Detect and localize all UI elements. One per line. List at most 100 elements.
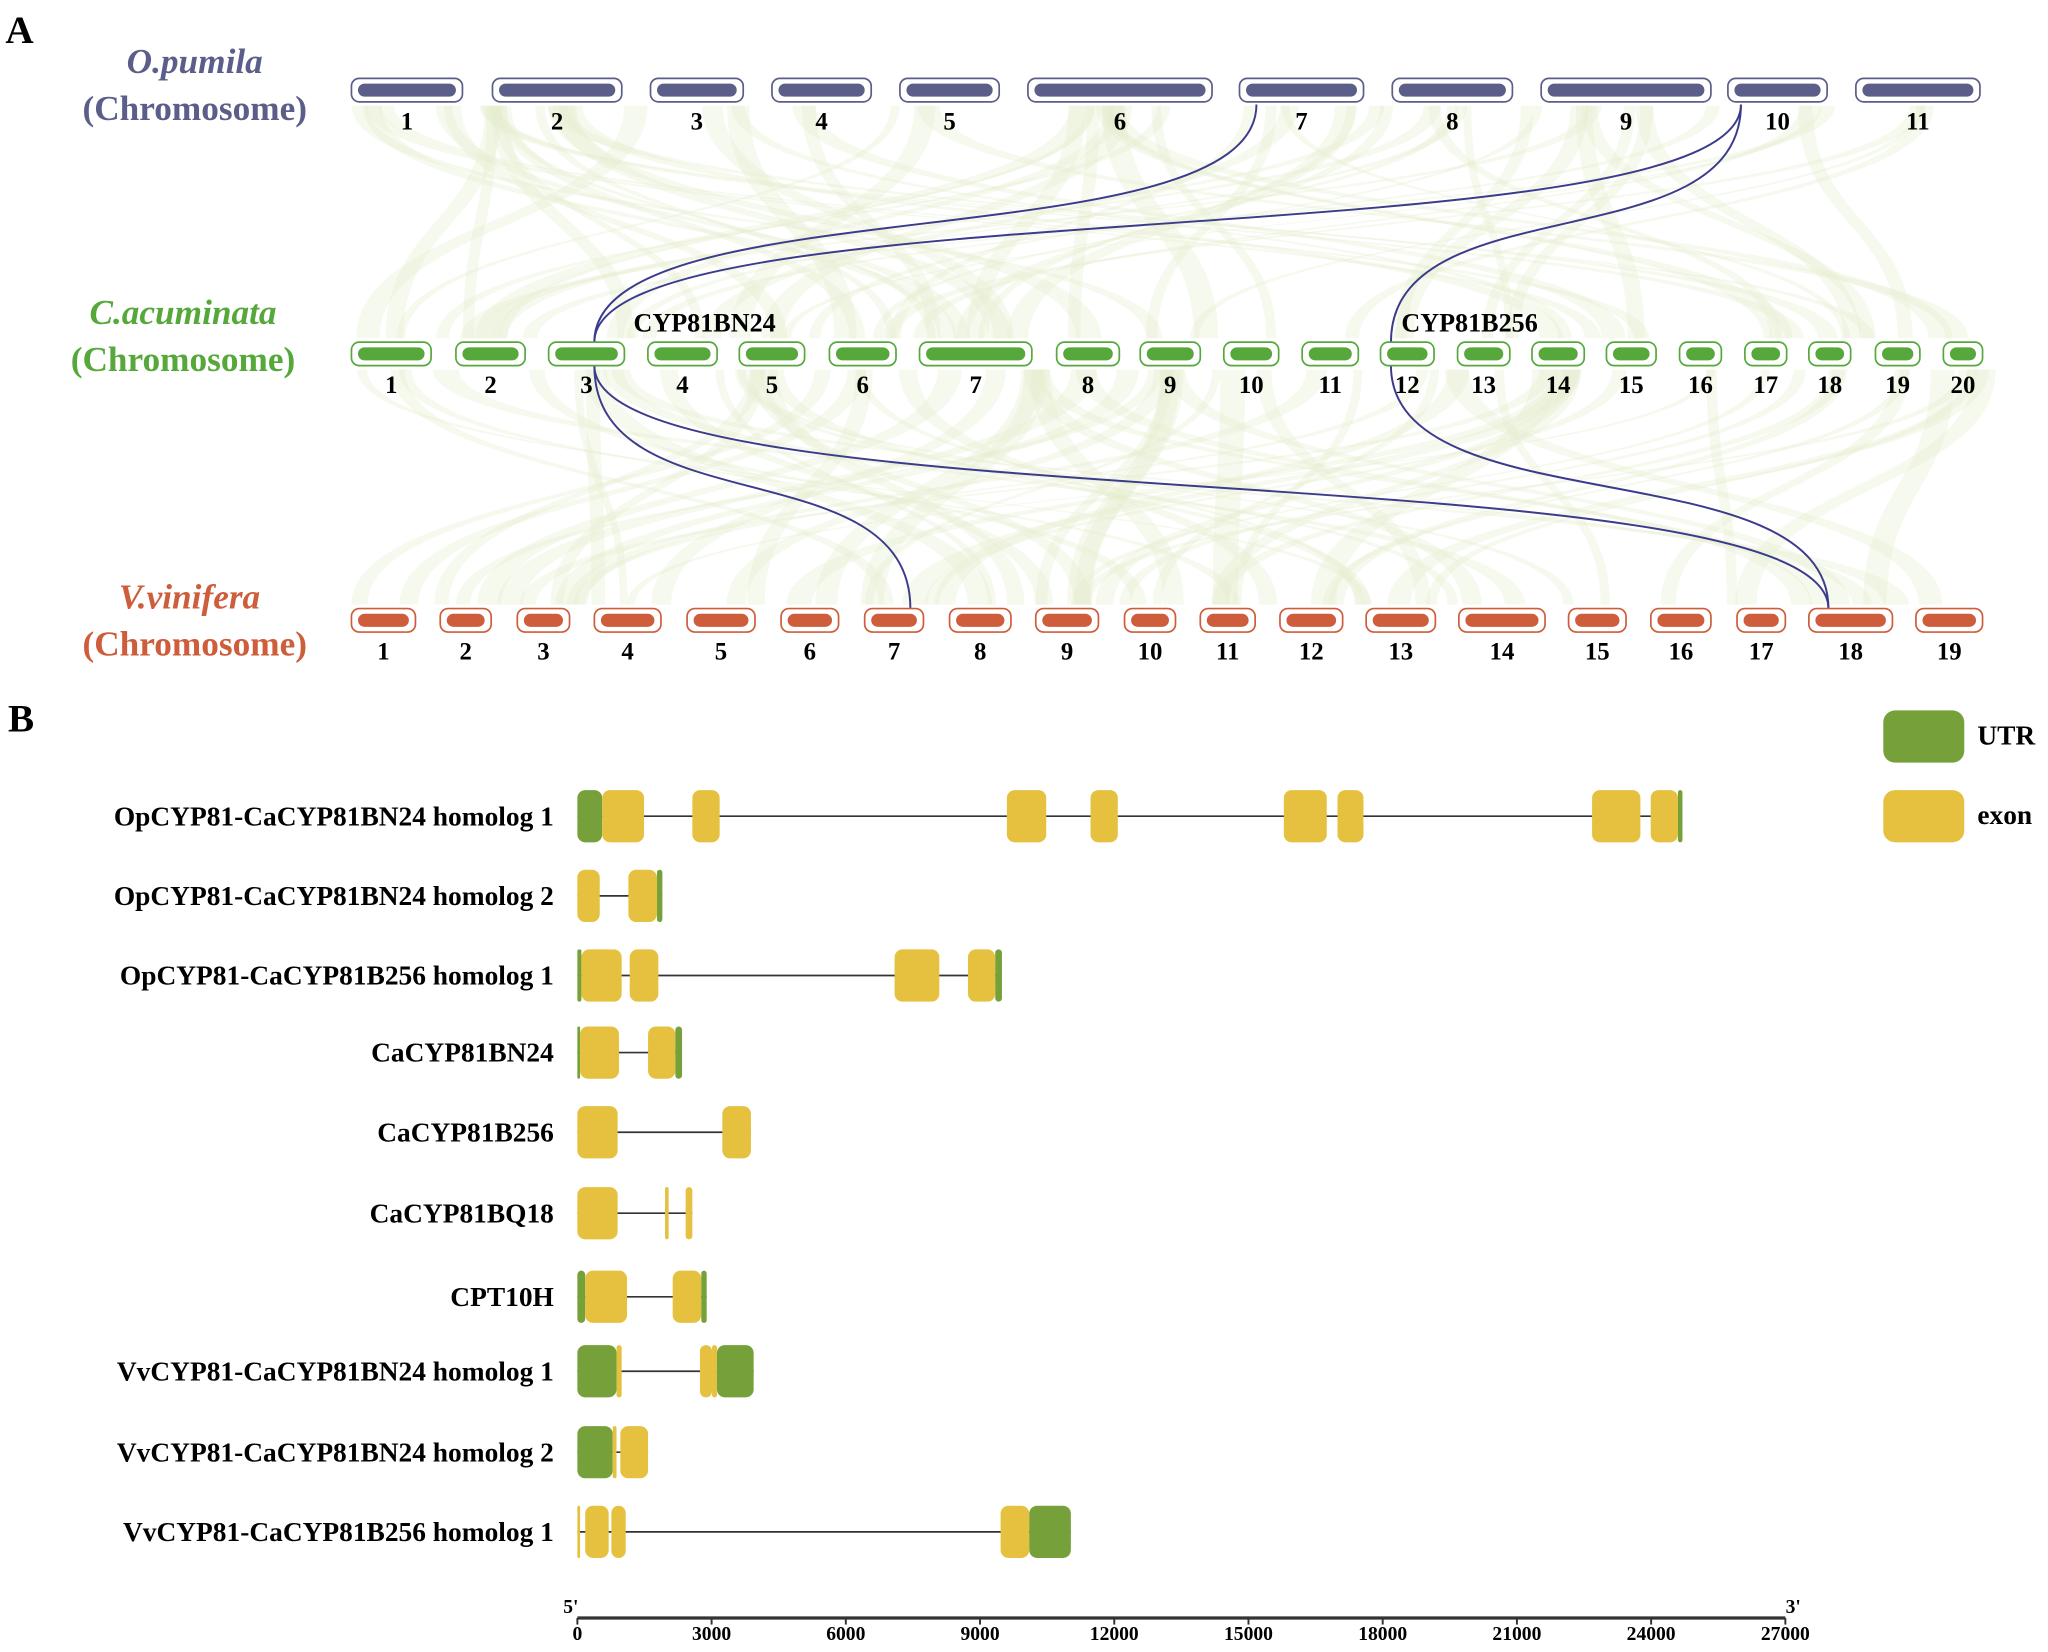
synteny-ribbon — [881, 105, 1926, 339]
chromosome-number: 19 — [1885, 372, 1910, 399]
synteny-ribbon — [792, 105, 1626, 339]
chromosome-number: 2 — [484, 372, 496, 399]
chromosome-number: 5 — [715, 638, 727, 665]
axis-tick-label: 3000 — [692, 1624, 731, 1645]
synteny-ribbon — [1035, 369, 1174, 605]
collinear-links — [593, 104, 1830, 609]
synteny-ribbon — [399, 369, 867, 605]
synteny-ribbon — [434, 369, 764, 605]
chromosome: 10 — [1727, 77, 1828, 135]
synteny-ribbon — [1074, 369, 1180, 605]
utr-block — [577, 790, 603, 843]
synteny-ribbon — [1426, 369, 1978, 605]
chromosome-number: 16 — [1668, 638, 1693, 665]
chromosome: 10 — [1222, 341, 1280, 399]
synteny-ribbon — [898, 369, 1278, 605]
synteny-ribbon — [1581, 105, 1876, 339]
gene-row: CPT10H — [450, 1270, 707, 1323]
synteny-ribbon — [865, 369, 1221, 605]
exon-block — [1650, 790, 1678, 843]
chromosome-number: 6 — [857, 372, 869, 399]
synteny-ribbon — [1232, 369, 1363, 605]
legend-exon-label: exon — [1977, 800, 2032, 830]
synteny-ribbon — [498, 105, 1095, 339]
chromosome-bar — [555, 347, 618, 361]
exon-block — [620, 1426, 649, 1479]
species-sub-vvinifera: (Chromosome) — [82, 625, 307, 664]
synteny-ribbon — [902, 369, 1582, 605]
synteny-ribbon — [1099, 105, 1953, 339]
chromosome-number: 2 — [460, 638, 472, 665]
chromosome-number: 15 — [1585, 638, 1610, 665]
chromosome-number: 8 — [1082, 372, 1094, 399]
synteny-ribbon — [702, 105, 1299, 339]
chromosomes: 1 2 3 4 5 6 7 8 9 10 111 2 3 4 5 6 7 8 9 10 11 12 13 14 15 16 17 18… — [350, 77, 1984, 665]
synteny-ribbon — [727, 105, 857, 339]
synteny-ribbon — [1494, 369, 1610, 605]
gene-name: CaCYP81B256 — [377, 1117, 554, 1147]
synteny-ribbon — [378, 105, 1650, 339]
chromosome-bar — [600, 613, 655, 627]
chromosome: 1 — [350, 77, 464, 135]
exon-block — [1337, 790, 1364, 843]
chromosome-number: 10 — [1765, 108, 1790, 135]
synteny-ribbon — [460, 105, 1602, 339]
synteny-ribbon — [1152, 369, 1440, 605]
chromosome-number: 17 — [1749, 638, 1774, 665]
chromosome-bar — [1862, 83, 1974, 97]
gene-name: OpCYP81-CaCYP81B256 homolog 1 — [120, 961, 554, 991]
chromosome-bar — [1034, 83, 1206, 97]
synteny-ribbon — [1165, 369, 1851, 605]
legend: UTR exon — [1883, 710, 2036, 843]
synteny-ribbon — [1798, 105, 1913, 339]
chromosome: 2 — [455, 341, 526, 399]
synteny-ribbon — [702, 105, 1014, 339]
axis-tick-label: 18000 — [1358, 1624, 1407, 1645]
exon-block — [648, 1026, 676, 1079]
chromosome: 18 — [1808, 607, 1894, 665]
exon-block — [685, 1187, 693, 1240]
chromosome: 2 — [439, 607, 493, 665]
chromosome-bar — [1815, 613, 1886, 627]
chromosome: 5 — [899, 77, 1001, 135]
synteny-ribbon — [1068, 105, 1100, 339]
synteny-ribbon — [479, 105, 1804, 339]
chromosome-number: 4 — [621, 638, 633, 665]
utr-block — [657, 869, 663, 922]
chromosome-bar — [357, 347, 425, 361]
chromosome-bar — [1146, 347, 1194, 361]
chromosome-number: 19 — [1937, 638, 1962, 665]
chromosome: 16 — [1649, 607, 1712, 665]
synteny-ribbon — [1322, 369, 1910, 605]
chromosome: 5 — [738, 341, 806, 399]
chromosome: 6 — [1027, 77, 1213, 135]
chromosome: 11 — [1301, 341, 1360, 399]
chromosome-number: 18 — [1817, 372, 1842, 399]
gene-name: VvCYP81-CaCYP81B256 homolog 1 — [123, 1517, 554, 1547]
synteny-ribbon — [1428, 105, 1782, 339]
chromosome-number: 4 — [676, 372, 688, 399]
synteny-ribbon — [351, 369, 831, 605]
chromosome: 6 — [780, 607, 840, 665]
synteny-ribbon — [1706, 369, 1738, 605]
chromosome-number: 6 — [804, 638, 816, 665]
synteny-ribbon — [529, 369, 1147, 605]
exon-block — [665, 1187, 669, 1240]
exon-block — [580, 1026, 619, 1079]
synteny-ribbon — [611, 369, 1872, 605]
chromosome: 19 — [1874, 341, 1921, 399]
chromosome: 20 — [1942, 341, 1984, 399]
gene-name: VvCYP81-CaCYP81BN24 homolog 1 — [117, 1356, 554, 1386]
species-sub-cacuminata: (Chromosome) — [71, 340, 296, 379]
synteny-ribbon — [1095, 369, 1579, 605]
chromosome: 7 — [863, 607, 925, 665]
chromosome-bar — [357, 83, 456, 97]
chromosome-number: 11 — [1216, 638, 1239, 665]
synteny-ribbon — [491, 105, 706, 339]
chromosome: 8 — [948, 607, 1012, 665]
gene-name: CaCYP81BN24 — [371, 1038, 554, 1068]
gene-row: VvCYP81-CaCYP81BN24 homolog 1 — [117, 1345, 754, 1398]
utr-block — [716, 1345, 754, 1398]
synteny-ribbon — [566, 369, 1328, 605]
exon-block — [692, 790, 720, 843]
